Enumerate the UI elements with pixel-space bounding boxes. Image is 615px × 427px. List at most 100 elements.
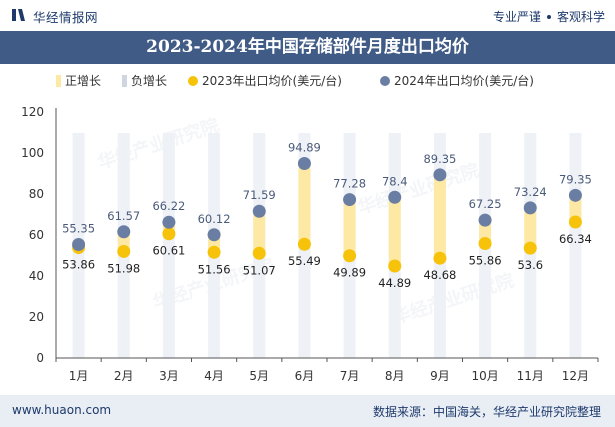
change-bar: [433, 174, 446, 259]
point-2023: [252, 246, 266, 260]
point-2023: [343, 249, 357, 263]
point-2023: [117, 244, 131, 258]
point-2024: [162, 215, 176, 229]
data-label-2024: 77.28: [333, 177, 366, 191]
legend-label-2023: 2023年出口均价(美元/台): [202, 74, 342, 88]
x-tick-label: 2月: [114, 369, 134, 383]
x-tick-label: 7月: [340, 369, 360, 383]
legend-label-increase: 正增长: [65, 74, 102, 88]
legend-swatch-decrease: [122, 74, 127, 87]
y-tick-label: 40: [29, 269, 44, 283]
data-label-2024: 79.35: [559, 172, 592, 186]
data-label-2024: 61.57: [107, 209, 140, 223]
y-tick-label: 0: [36, 351, 44, 365]
y-tick-label: 120: [21, 105, 44, 119]
tagline: 专业严谨 客观科学: [493, 8, 605, 25]
y-tick-label: 60: [29, 228, 44, 242]
point-2024: [523, 201, 537, 215]
data-label-2024: 89.35: [423, 152, 456, 166]
data-label-2024: 73.24: [514, 185, 547, 199]
tagline-right: 客观科学: [556, 10, 605, 24]
x-tick-label: 5月: [249, 369, 269, 383]
data-label-2023: 53.86: [62, 258, 95, 272]
column-background: [162, 133, 175, 358]
legend-label-decrease: 负增长: [131, 74, 168, 88]
point-2024: [343, 193, 357, 207]
x-tick-label: 6月: [295, 369, 315, 383]
change-bar: [479, 220, 492, 244]
legend-item-increase: 正增长: [56, 72, 101, 89]
footer-site: www.huaon.com: [12, 403, 112, 417]
data-label-2024: 66.22: [152, 199, 185, 213]
data-label-2024: 71.59: [243, 188, 276, 202]
point-2024: [207, 228, 221, 242]
data-label-2023: 66.34: [559, 232, 592, 246]
x-tick-label: 9月: [430, 369, 450, 383]
legend-item-decrease: 负增长: [122, 72, 167, 89]
chart-legend: 正增长 负增长 2023年出口均价(美元/台) 2024年出口均价(美元/台): [0, 72, 615, 92]
y-tick-label: 80: [29, 187, 44, 201]
point-2024: [388, 190, 402, 204]
change-bar: [524, 207, 537, 249]
x-tick-label: 8月: [385, 369, 405, 383]
x-tick-label: 12月: [562, 369, 589, 383]
footer-bar: www.huaon.com 数据来源：中国海关，华经产业研究院整理: [0, 395, 615, 427]
legend-swatch-increase: [56, 74, 61, 87]
change-bar: [298, 163, 311, 245]
point-2023: [162, 227, 176, 241]
x-tick-label: 10月: [471, 369, 498, 383]
data-label-2023: 53.6: [517, 258, 543, 272]
legend-item-2024: 2024年出口均价(美元/台): [380, 72, 534, 89]
legend-swatch-2024: [380, 75, 390, 86]
data-label-2024: 60.12: [198, 212, 231, 226]
x-tick-label: 4月: [204, 369, 224, 383]
column-background: [569, 133, 582, 358]
point-2023: [297, 237, 311, 251]
legend-label-2024: 2024年出口均价(美元/台): [394, 74, 534, 88]
point-2023: [568, 215, 582, 229]
logo-icon: [12, 9, 25, 21]
tagline-dot-icon: [546, 14, 551, 19]
data-label-2023: 44.89: [378, 276, 411, 290]
change-bar: [388, 197, 401, 266]
point-2023: [478, 236, 492, 250]
change-bar: [569, 195, 582, 223]
data-label-2023: 49.89: [333, 266, 366, 280]
y-tick-label: 100: [21, 146, 44, 160]
data-label-2023: 55.86: [469, 253, 502, 267]
data-label-2023: 60.61: [152, 244, 185, 258]
change-bar: [343, 199, 356, 256]
footer-source: 数据来源：中国海关，华经产业研究院整理: [372, 405, 601, 419]
point-2024: [568, 188, 582, 202]
data-label-2023: 48.68: [423, 268, 456, 282]
x-tick-label: 3月: [159, 369, 179, 383]
legend-item-2023: 2023年出口均价(美元/台): [188, 72, 342, 89]
data-label-2024: 55.35: [62, 222, 95, 236]
data-label-2023: 51.07: [243, 263, 276, 277]
point-2023: [433, 251, 447, 265]
tagline-left: 专业严谨: [492, 10, 541, 24]
change-bar: [253, 211, 266, 254]
point-2024: [252, 204, 266, 218]
legend-swatch-2023: [188, 75, 198, 86]
data-label-2024: 67.25: [469, 197, 502, 211]
data-label-2024: 94.89: [288, 140, 321, 154]
logo-text: 华经情报网: [33, 10, 99, 25]
point-2024: [117, 225, 131, 239]
data-label-2024: 78.4: [382, 174, 408, 188]
x-tick-label: 1月: [69, 369, 89, 383]
x-tick-label: 11月: [517, 369, 544, 383]
point-2024: [478, 213, 492, 227]
point-2023: [207, 245, 221, 259]
chart-title: 2023-2024年中国存储部件月度出口均价: [146, 37, 469, 57]
data-label-2023: 51.56: [198, 262, 231, 276]
y-tick-label: 20: [29, 310, 44, 324]
data-label-2023: 55.49: [288, 254, 321, 268]
point-2023: [388, 259, 402, 273]
title-bar: 2023-2024年中国存储部件月度出口均价: [0, 31, 615, 64]
point-2024: [72, 238, 86, 252]
point-2024: [297, 156, 311, 170]
header-bar: 华经情报网 专业严谨 客观科学: [0, 0, 615, 30]
point-2024: [433, 168, 447, 182]
